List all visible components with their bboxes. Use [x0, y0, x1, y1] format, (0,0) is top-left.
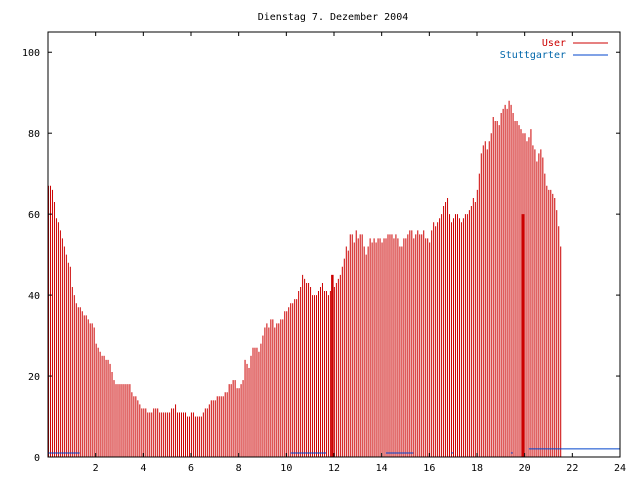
- legend-label-user: User: [542, 38, 566, 49]
- stuttgarter-spike: [331, 274, 334, 457]
- y-tick-label: 40: [28, 291, 40, 302]
- y-tick-label: 80: [28, 129, 40, 140]
- y-tick-label: 0: [34, 453, 40, 464]
- legend: User Stuttgarter: [500, 38, 608, 61]
- x-tick-label: 6: [188, 463, 194, 474]
- x-tick-label: 16: [423, 463, 435, 474]
- x-tick-label: 18: [471, 463, 483, 474]
- y-tick-label: 60: [28, 210, 40, 221]
- x-tick-label: 24: [614, 463, 626, 474]
- x-axis: 2 4 6 8 10 12 14 16 18 20 22 24: [93, 32, 626, 474]
- series-stuttgarter-marks: [48, 214, 620, 457]
- series-user-bars: [48, 100, 562, 457]
- y-tick-label: 100: [22, 48, 40, 59]
- x-tick-label: 22: [566, 463, 578, 474]
- chart-title: Dienstag 7. Dezember 2004: [258, 12, 409, 23]
- stuttgarter-spike: [521, 214, 525, 457]
- x-tick-label: 14: [376, 463, 388, 474]
- x-tick-label: 20: [519, 463, 531, 474]
- y-axis: 0 20 40 60 80 100: [22, 48, 620, 464]
- x-tick-label: 4: [140, 463, 146, 474]
- x-tick-label: 10: [280, 463, 292, 474]
- x-tick-label: 8: [236, 463, 242, 474]
- x-tick-label: 12: [328, 463, 340, 474]
- x-tick-label: 2: [93, 463, 99, 474]
- legend-label-stuttgarter: Stuttgarter: [500, 50, 566, 61]
- y-tick-label: 20: [28, 372, 40, 383]
